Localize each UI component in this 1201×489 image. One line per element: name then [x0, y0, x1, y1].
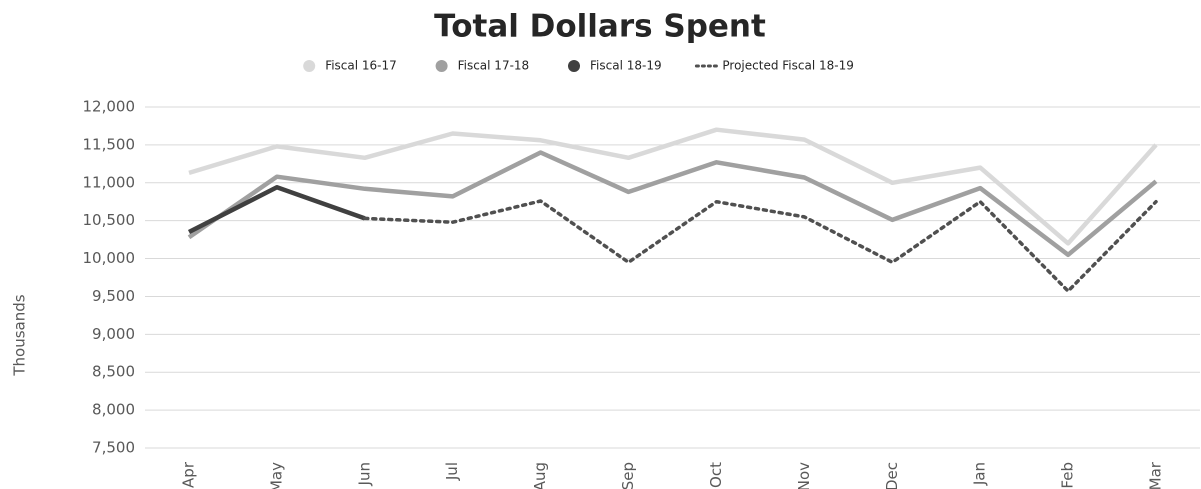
x-tick-label: Jun [355, 462, 373, 486]
legend-marker [568, 60, 580, 72]
legend-marker [435, 60, 448, 72]
x-tick-label: Nov [795, 462, 813, 489]
legend-label: Fiscal 17-18 [458, 59, 530, 73]
y-tick-label: 11,000 [83, 173, 136, 191]
y-tick-label: 10,500 [83, 211, 136, 229]
x-tick-label: Oct [707, 462, 725, 488]
chart-title: Total Dollars Spent [434, 9, 766, 45]
legend-marker [303, 60, 316, 72]
legend-label: Fiscal 18-19 [590, 59, 662, 73]
y-tick-label: 11,500 [83, 135, 136, 153]
y-tick-label: 10,000 [83, 249, 136, 267]
x-tick-label: Aug [531, 462, 549, 489]
y-tick-label: 12,000 [83, 98, 136, 116]
series-line [187, 150, 1158, 258]
y-tick-label: 9,000 [92, 325, 135, 343]
y-axis-label: Thousands [11, 294, 29, 376]
y-tick-label: 8,000 [92, 401, 135, 419]
y-tick-label: 7,500 [92, 439, 135, 457]
x-tick-label: Jan [971, 462, 989, 486]
series-line [187, 185, 366, 235]
series-line [188, 127, 1158, 246]
x-tick-label: Feb [1059, 462, 1077, 489]
x-tick-label: Apr [179, 461, 197, 488]
y-tick-label: 8,500 [92, 363, 135, 381]
y-tick-label: 9,500 [92, 287, 135, 305]
x-tick-label: Mar [1147, 461, 1165, 489]
x-tick-label: May [267, 462, 285, 489]
legend-label: Fiscal 16-17 [325, 59, 397, 73]
x-tick-label: Jul [443, 462, 461, 481]
x-tick-label: Sep [619, 462, 637, 489]
legend-label: Projected Fiscal 18-19 [722, 59, 853, 73]
x-tick-label: Dec [883, 462, 901, 489]
